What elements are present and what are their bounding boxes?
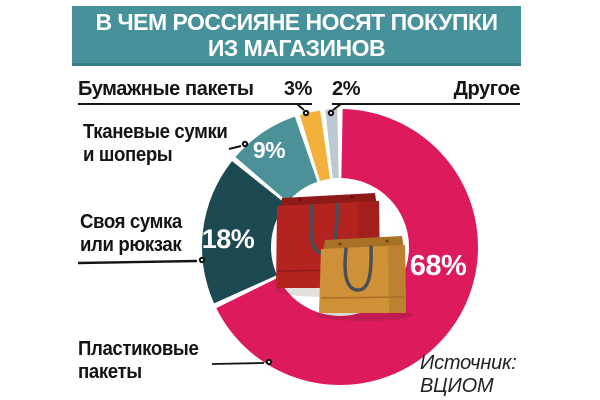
connector-fabric [228,145,242,150]
red-bag-rivet [298,198,302,202]
page-title-line1: В ЧЕМ РОССИЯНЕ НОСЯТ ПОКУПКИ [95,8,498,35]
callout-paper-bags: Бумажные пакеты 3% [78,78,312,105]
donut-segments [201,109,478,386]
callout-plastic-line2: пакеты [78,361,142,383]
orange-bag-handle [343,245,373,292]
callout-own-bag: Своя сумка или рюкзак [80,211,182,257]
callout-paper-label: Бумажные пакеты [78,78,254,100]
orange-bag-body [319,245,406,313]
dot-fabric [241,140,249,148]
red-bag-rivet [350,195,354,199]
segment-value-plastic: 68% [409,250,467,282]
donut-segment-2 [235,116,318,203]
shopping-bags-illustration [275,193,413,321]
source-note: Источник: ВЦИОМ [420,352,517,398]
source-line2: ВЦИОМ [420,375,494,397]
donut-segment-4 [325,109,339,179]
orange-bag-shade [388,245,406,313]
connector-plastic [211,362,265,365]
callout-connectors [77,103,342,365]
callout-plastic-bags: Пластиковые пакеты [78,338,199,384]
callout-other-label: Другое [453,78,521,100]
callout-fabric-line2: и шоперы [83,144,173,166]
segment-value-own: 18% [201,224,255,254]
dot-other [327,109,335,117]
title-banner: В ЧЕМ РОССИЯНЕ НОСЯТ ПОКУПКИ ИЗ МАГАЗИНО… [72,6,521,66]
dot-paper [302,109,310,117]
callout-plastic-line1: Пластиковые [78,338,199,360]
callout-paper-pct: 3% [283,78,313,100]
connector-paper [296,103,305,111]
callout-other-pct: 2% [332,78,361,100]
orange-bag-crease [320,296,406,299]
donut-segment-0 [216,109,478,386]
source-line1: Источник: [420,352,517,374]
segment-value-fabric: 9% [252,137,286,163]
callout-own-line1: Своя сумка [80,211,182,233]
donut-segment-1 [201,161,286,304]
callout-other: 2% Другое [332,78,520,105]
donut-segment-3 [299,110,331,181]
orange-bag-rivet [338,242,342,246]
page-title-line2: ИЗ МАГАЗИНОВ [207,34,386,61]
callout-own-line2: или рюкзак [80,234,182,256]
connector-other [332,103,342,111]
callout-fabric-line1: Тканевые сумки [83,121,228,143]
orange-bag-rivet [385,239,389,243]
callout-fabric-bags: Тканевые сумки и шоперы [83,121,228,167]
callout-dots [198,109,335,366]
dot-own [198,256,206,264]
dot-plastic [265,358,273,366]
connector-own-underline [77,259,198,265]
